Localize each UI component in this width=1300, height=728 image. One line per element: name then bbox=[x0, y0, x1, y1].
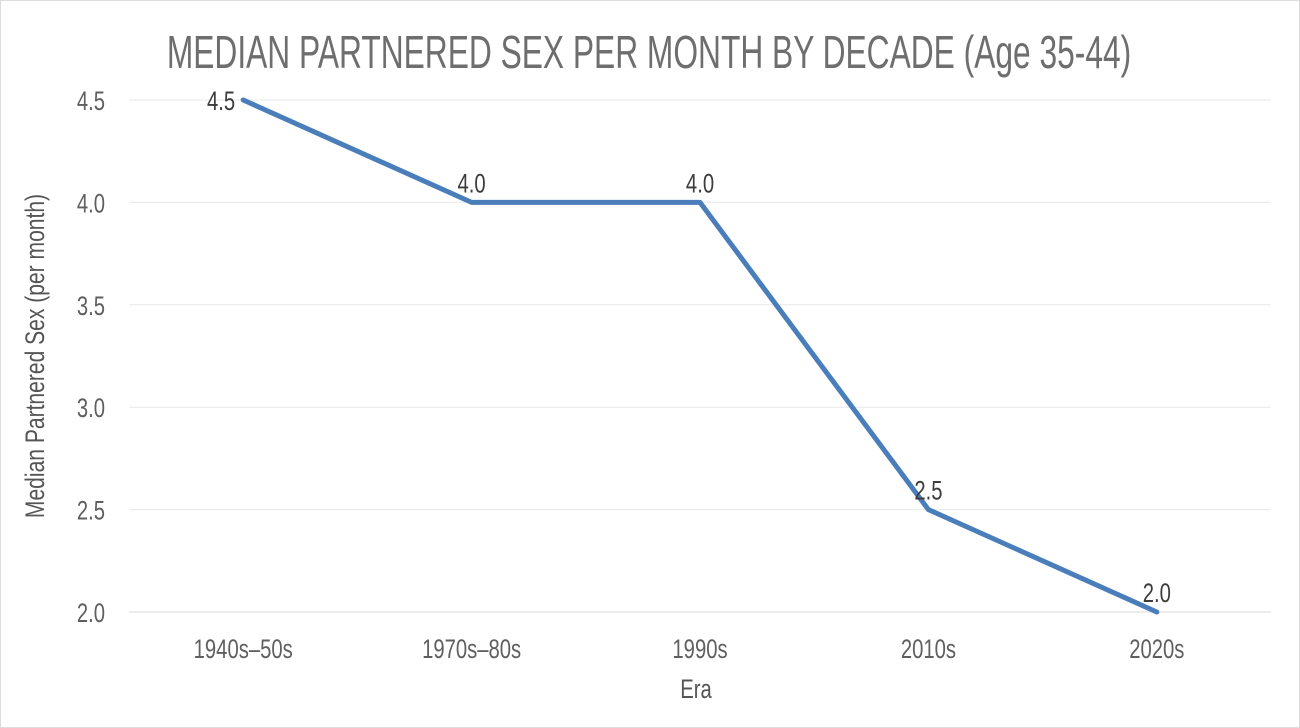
data-label: 4.0 bbox=[686, 169, 714, 200]
data-label: 2.5 bbox=[914, 476, 942, 507]
data-label: 4.5 bbox=[207, 86, 235, 117]
data-label: 2.0 bbox=[1143, 578, 1171, 609]
y-tick-labels: 4.5 4.0 3.5 3.0 2.5 2.0 bbox=[77, 86, 105, 629]
x-tick-labels: 1940s–50s 1970s–80s 1990s 2010s 2020s bbox=[194, 634, 1185, 665]
y-tick-label: 2.0 bbox=[77, 598, 105, 629]
series bbox=[240, 97, 1160, 615]
y-axis-title: Median Partnered Sex (per month) bbox=[21, 194, 51, 518]
series-line bbox=[240, 97, 1160, 615]
y-tick-label: 3.5 bbox=[77, 291, 105, 322]
x-tick-label: 2010s bbox=[901, 634, 956, 665]
data-labels: 4.5 4.0 4.0 2.5 2.0 bbox=[207, 86, 1171, 609]
x-axis-title: Era bbox=[680, 674, 712, 705]
chart-title: MEDIAN PARTNERED SEX PER MONTH BY DECADE… bbox=[167, 27, 1131, 78]
y-tick-label: 3.0 bbox=[77, 393, 105, 424]
x-tick-label: 1990s bbox=[672, 634, 727, 665]
y-tick-label: 4.5 bbox=[77, 86, 105, 117]
y-tick-label: 4.0 bbox=[77, 189, 105, 220]
x-tick-label: 2020s bbox=[1129, 634, 1184, 665]
data-label: 4.0 bbox=[458, 169, 486, 200]
x-tick-label: 1970s–80s bbox=[422, 634, 521, 665]
gridlines bbox=[129, 99, 1271, 613]
x-tick-label: 1940s–50s bbox=[194, 634, 293, 665]
y-tick-label: 2.5 bbox=[77, 496, 105, 527]
